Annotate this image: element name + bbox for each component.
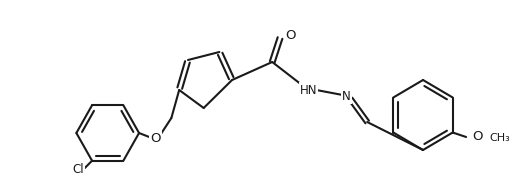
Text: Cl: Cl [72,163,84,176]
Text: O: O [150,131,161,145]
Text: HN: HN [300,84,317,96]
Text: N: N [342,90,351,102]
Text: O: O [285,28,295,42]
Text: CH₃: CH₃ [489,133,510,143]
Text: O: O [472,131,482,143]
